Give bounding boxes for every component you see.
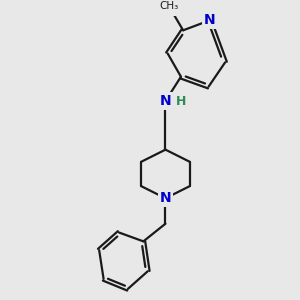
Text: CH₃: CH₃ [159, 1, 178, 11]
Text: N: N [160, 94, 171, 108]
Text: N: N [160, 191, 171, 205]
Text: N: N [204, 14, 215, 27]
Text: H: H [176, 94, 186, 107]
